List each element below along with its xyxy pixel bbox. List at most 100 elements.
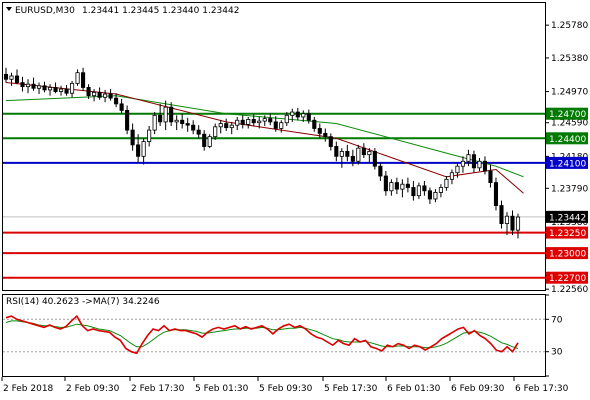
candle [92, 89, 97, 102]
candle-body [466, 154, 471, 162]
candle [251, 114, 256, 126]
candle-body [312, 119, 317, 129]
candle-body [273, 121, 278, 129]
candle [383, 171, 388, 196]
current-price-tag-label: 1.23442 [549, 213, 586, 223]
main-panel-frame [2, 2, 546, 291]
candle-body [42, 85, 47, 91]
level-tag-box [546, 156, 588, 169]
candle-body [488, 170, 493, 183]
candle-body [449, 172, 454, 180]
dropdown-triangle-icon[interactable] [6, 7, 12, 11]
candle-body [53, 87, 58, 92]
candle-body [130, 129, 135, 146]
candle [9, 72, 14, 86]
level-tag-label: 1.23250 [549, 229, 586, 239]
candle-body [47, 87, 53, 91]
price-tick-label: 1.24970 [551, 88, 588, 98]
candle-body [416, 185, 421, 197]
price-tick-label: 1.25380 [551, 54, 588, 64]
candle-body [334, 146, 339, 157]
level-tag-label: 1.24400 [549, 135, 586, 145]
candle [163, 100, 168, 131]
candle [31, 77, 36, 91]
candle-body [196, 129, 201, 135]
candle [141, 138, 146, 165]
candle-body [504, 215, 510, 224]
candle-body [59, 88, 64, 92]
time-tick-label: 6 Feb 09:30 [451, 384, 505, 394]
candle-body [438, 187, 443, 193]
candle [81, 67, 86, 91]
time-tick-label: 2 Feb 17:30 [131, 384, 185, 394]
candle-body [372, 151, 377, 167]
rsi-panel: RSI(14) 40.2623 ->MA(7) 34.2246 [2, 294, 546, 377]
candle [400, 179, 405, 198]
candle [422, 180, 427, 196]
candle-body [224, 123, 229, 129]
candle-body [361, 147, 366, 156]
candle [504, 212, 510, 236]
candle [273, 116, 278, 132]
main-panel: EURUSD,M30 1.23441 1.23445 1.23440 1.234… [2, 2, 546, 291]
candle [114, 93, 119, 108]
candle-body [169, 106, 174, 123]
candle [350, 149, 355, 167]
candle-body [163, 106, 168, 123]
candle [515, 213, 521, 239]
candle-body [31, 83, 36, 89]
candle [334, 141, 339, 162]
candle [125, 105, 130, 135]
candle-body [290, 111, 295, 116]
candle [493, 177, 499, 211]
candle [301, 110, 306, 122]
candle [240, 115, 245, 129]
candle [389, 179, 394, 196]
price-tick-label: 1.22560 [551, 285, 588, 295]
candle-body [471, 154, 477, 169]
time-tick-label: 6 Feb 17:30 [515, 384, 569, 394]
rsi-tick-label: 30 [551, 348, 563, 358]
candle [323, 128, 328, 142]
candle-body [400, 183, 405, 190]
candle [312, 116, 317, 132]
candle [64, 85, 69, 96]
candle [158, 103, 163, 126]
candle-body [75, 72, 80, 84]
candle-body [240, 119, 245, 125]
candles [3, 67, 521, 239]
candle-body [510, 215, 515, 231]
candle [262, 115, 267, 126]
candle-body [136, 144, 141, 157]
candle-body [356, 147, 361, 162]
candle-body [147, 129, 152, 142]
candle-body [251, 119, 256, 124]
level-tag-box [546, 247, 588, 260]
candle [47, 84, 53, 96]
time-tick-label: 5 Feb 01:30 [195, 384, 249, 394]
candle-body [207, 136, 212, 147]
candle-body [14, 75, 20, 83]
candle-body [114, 97, 119, 105]
candle [416, 182, 421, 199]
candle-body [460, 160, 465, 167]
candle-body [350, 155, 355, 162]
candle [284, 112, 289, 126]
candle [147, 126, 152, 147]
candle [191, 120, 196, 135]
candle-body [422, 185, 427, 192]
candle [510, 210, 515, 236]
candle [328, 133, 333, 151]
level-tag-label: 1.22700 [549, 274, 586, 284]
level-tag-box [546, 226, 588, 239]
price-tick-label: 1.24590 [551, 119, 588, 129]
candle [268, 113, 273, 126]
level-tag-box [546, 107, 588, 120]
candle [488, 164, 493, 188]
level-lines [3, 112, 545, 279]
candle-body [3, 73, 9, 80]
candle [290, 108, 295, 122]
candle [108, 89, 113, 101]
candle [169, 102, 174, 126]
